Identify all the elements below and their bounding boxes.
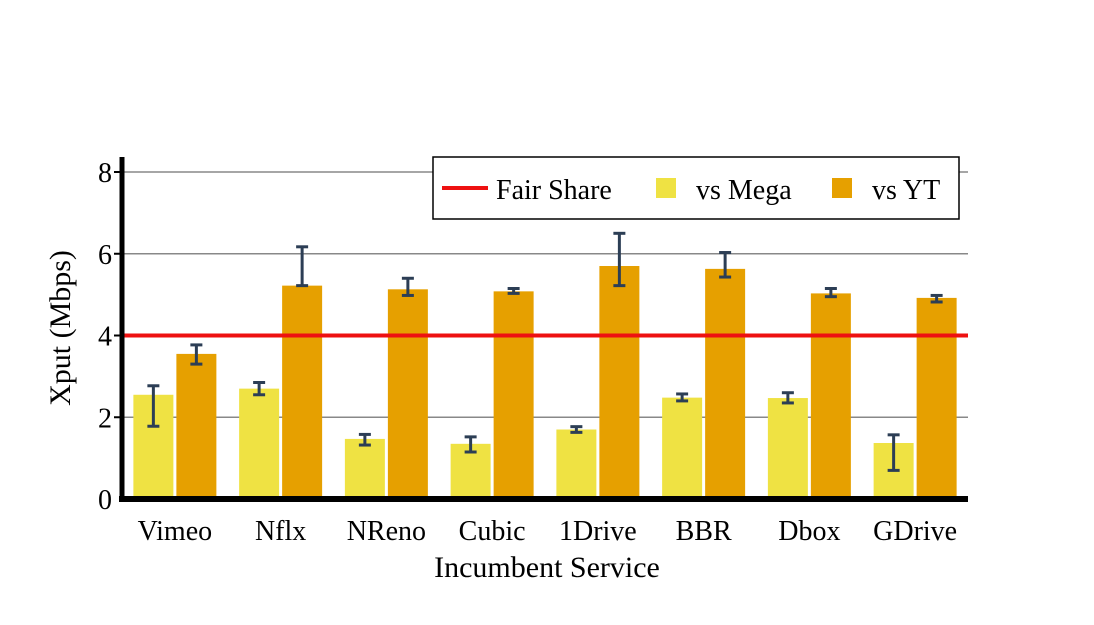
error-bar (507, 286, 520, 295)
bar (767, 398, 808, 499)
error-bars (147, 231, 943, 472)
bar (239, 388, 280, 499)
error-bar (887, 433, 900, 472)
error-bar (253, 381, 266, 397)
error-bar (824, 286, 837, 299)
legend-vs-mega-swatch (656, 178, 676, 198)
x-tick-label: Dbox (778, 516, 840, 547)
x-tick-label: BBR (676, 516, 732, 547)
bar (387, 289, 428, 499)
bar (599, 266, 640, 499)
error-bar (296, 245, 309, 288)
x-tick-label: Cubic (459, 516, 526, 547)
y-tick-label: 0 (98, 485, 112, 516)
y-tick-label: 4 (98, 322, 112, 353)
legend-vs-mega-label: vs Mega (696, 175, 792, 206)
bar (344, 438, 385, 499)
x-tick-label: GDrive (873, 516, 957, 547)
error-bar (570, 425, 583, 434)
bar (705, 268, 746, 499)
error-bar (358, 432, 371, 447)
error-bar (401, 276, 414, 297)
x-tick-label: 1Drive (559, 516, 637, 547)
error-bar (781, 391, 794, 405)
axes (114, 157, 968, 502)
error-bar (676, 392, 689, 403)
bar (810, 293, 851, 499)
y-tick-label: 8 (98, 158, 112, 189)
bar (493, 291, 534, 499)
bar (662, 397, 703, 499)
error-bar (190, 343, 203, 366)
bar (556, 429, 597, 499)
error-bar (147, 384, 160, 428)
error-bar (719, 251, 732, 279)
x-tick-label: Nflx (255, 516, 306, 547)
legend-fair-share-label: Fair Share (496, 175, 612, 206)
legend: Fair Share vs Mega vs YT (432, 156, 960, 220)
y-axis-label: Xput (Mbps) (44, 250, 77, 406)
y-tick-label: 2 (98, 403, 112, 434)
legend-vs-yt-label: vs YT (872, 175, 940, 206)
x-axis-label: Incumbent Service (434, 551, 660, 584)
error-bar (464, 435, 477, 454)
bar (916, 297, 957, 499)
tick-labels: 0 2 4 6 8 Vimeo Nflx NReno Cubic 1Drive BBR Dbox GDr… (98, 158, 957, 547)
x-tick-label: Vimeo (138, 516, 213, 547)
legend-vs-yt-swatch (832, 178, 852, 198)
bar (176, 353, 217, 499)
y-tick-label: 6 (98, 240, 112, 271)
bar (282, 285, 323, 499)
error-bar (930, 293, 943, 304)
x-tick-label: NReno (347, 516, 426, 547)
legend-box (432, 156, 960, 220)
error-bar (613, 231, 626, 288)
